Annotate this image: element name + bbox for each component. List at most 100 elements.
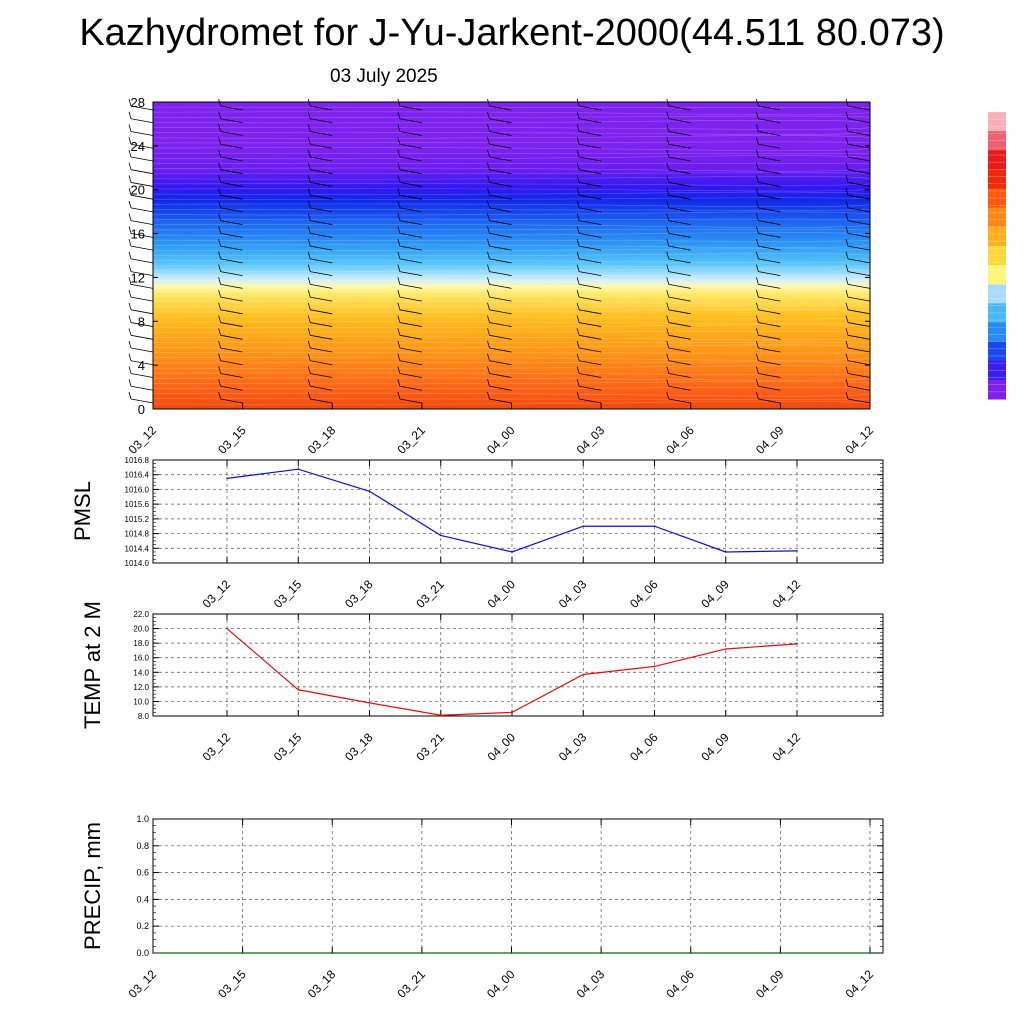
wind-barb-flag xyxy=(128,175,132,183)
contour-line xyxy=(152,224,871,228)
wind-barb-shaft xyxy=(579,373,602,378)
wind-barb-shaft xyxy=(130,105,154,111)
wind-barb-shaft xyxy=(310,220,333,226)
wind-barb-flag xyxy=(307,264,311,272)
contour-line xyxy=(152,377,871,381)
wind-barb-flag xyxy=(218,124,222,132)
data-point xyxy=(511,711,513,714)
wind-barb xyxy=(128,200,154,213)
wind-barb-flag xyxy=(666,200,670,209)
wind-barb-shaft xyxy=(579,347,602,353)
wind-barb-flag xyxy=(397,366,401,374)
wind-barb-shaft xyxy=(668,232,691,238)
wind-barb-flag xyxy=(487,162,490,170)
wind-barb xyxy=(666,366,691,378)
wind-barb-shaft xyxy=(758,283,781,289)
contour-line xyxy=(152,357,871,361)
wind-barb xyxy=(218,340,243,353)
wind-barb xyxy=(755,162,781,175)
wind-barb-shaft xyxy=(399,322,422,327)
wind-barb-shaft xyxy=(130,258,154,264)
wind-barb-shaft xyxy=(758,156,781,162)
wind-barb-shaft xyxy=(130,398,154,404)
y-tick-label: 1.0 xyxy=(136,814,149,824)
wind-barb-shaft xyxy=(220,105,243,111)
wind-barb-shaft xyxy=(310,322,333,327)
wind-barb xyxy=(128,340,154,353)
x-tick-label: 04_06 xyxy=(627,577,661,611)
wind-barb xyxy=(218,239,243,251)
y-tick-label: 10.0 xyxy=(133,697,149,706)
wind-barb-shaft xyxy=(579,322,602,327)
wind-barb xyxy=(218,353,243,366)
wind-barb-flag xyxy=(218,315,222,323)
colorbar-swatch xyxy=(988,303,1006,323)
wind-barb-flag xyxy=(218,251,222,259)
wind-barb-shaft xyxy=(489,360,512,366)
wind-barb xyxy=(487,315,512,327)
data-point xyxy=(510,952,513,954)
contour-line xyxy=(152,155,871,160)
y-tick-label: 1014.4 xyxy=(125,544,150,553)
wind-barb xyxy=(845,175,871,187)
contour-line xyxy=(152,300,871,305)
wind-barb-shaft xyxy=(399,347,422,353)
x-tick-label: 04_00 xyxy=(484,967,518,1001)
wind-barb-shaft xyxy=(668,309,691,315)
wind-barb-shaft xyxy=(579,245,602,251)
wind-barb xyxy=(487,277,512,289)
wind-barb-flag xyxy=(576,353,580,361)
colorbar-swatch xyxy=(988,169,1006,190)
wind-barb-shaft xyxy=(399,309,422,315)
x-tick-label: 03_15 xyxy=(215,967,249,1001)
wind-barb-flag xyxy=(755,340,759,349)
wind-barb-shaft xyxy=(847,131,871,136)
wind-barb-shaft xyxy=(758,118,781,124)
wind-barb-flag xyxy=(307,200,311,209)
wind-barb xyxy=(755,213,781,226)
wind-barb xyxy=(218,124,243,136)
wind-barb xyxy=(845,315,871,327)
wind-barb-shaft xyxy=(668,334,691,340)
wind-barb-flag xyxy=(307,302,311,310)
wind-barb-flag xyxy=(666,188,670,196)
wind-barb-flag xyxy=(755,239,759,247)
wind-barb-flag xyxy=(755,200,759,209)
contour-line xyxy=(152,176,871,180)
wind-barb-flag xyxy=(307,353,311,361)
wind-barb-flag xyxy=(666,302,670,310)
wind-barb-shaft xyxy=(399,385,422,391)
wind-barb-shaft xyxy=(668,182,691,187)
wind-barb-shaft xyxy=(847,322,871,327)
wind-barb xyxy=(397,162,422,175)
contour-line xyxy=(152,336,871,341)
wind-barb-flag xyxy=(307,124,311,132)
wind-barb-shaft xyxy=(220,169,243,175)
wind-barb-flag xyxy=(576,137,580,145)
wind-barb xyxy=(755,175,781,187)
wind-barb xyxy=(487,175,512,187)
wind-barb xyxy=(307,137,333,149)
wind-barb-shaft xyxy=(668,207,691,213)
wind-barb-shaft xyxy=(310,169,333,175)
wind-barb-flag xyxy=(218,328,222,336)
data-point xyxy=(779,952,782,954)
contour-line xyxy=(152,288,871,293)
wind-barb-flag xyxy=(666,379,670,387)
wind-barb-shaft xyxy=(220,220,243,226)
wind-barb-flag xyxy=(666,340,670,349)
wind-barb xyxy=(666,353,691,366)
wind-barb-flag xyxy=(755,162,759,170)
wind-barb-flag xyxy=(397,111,401,119)
wind-barb xyxy=(397,149,422,162)
wind-barb xyxy=(218,264,243,277)
wind-barb-flag xyxy=(218,226,222,234)
wind-barb-flag xyxy=(397,328,401,336)
data-point xyxy=(368,490,371,493)
wind-barb-flag xyxy=(307,328,311,336)
wind-barb xyxy=(307,188,333,200)
wind-barb xyxy=(397,340,422,353)
wind-barb-shaft xyxy=(758,182,781,187)
wind-barb-shaft xyxy=(220,283,243,289)
contour-line xyxy=(152,380,871,385)
